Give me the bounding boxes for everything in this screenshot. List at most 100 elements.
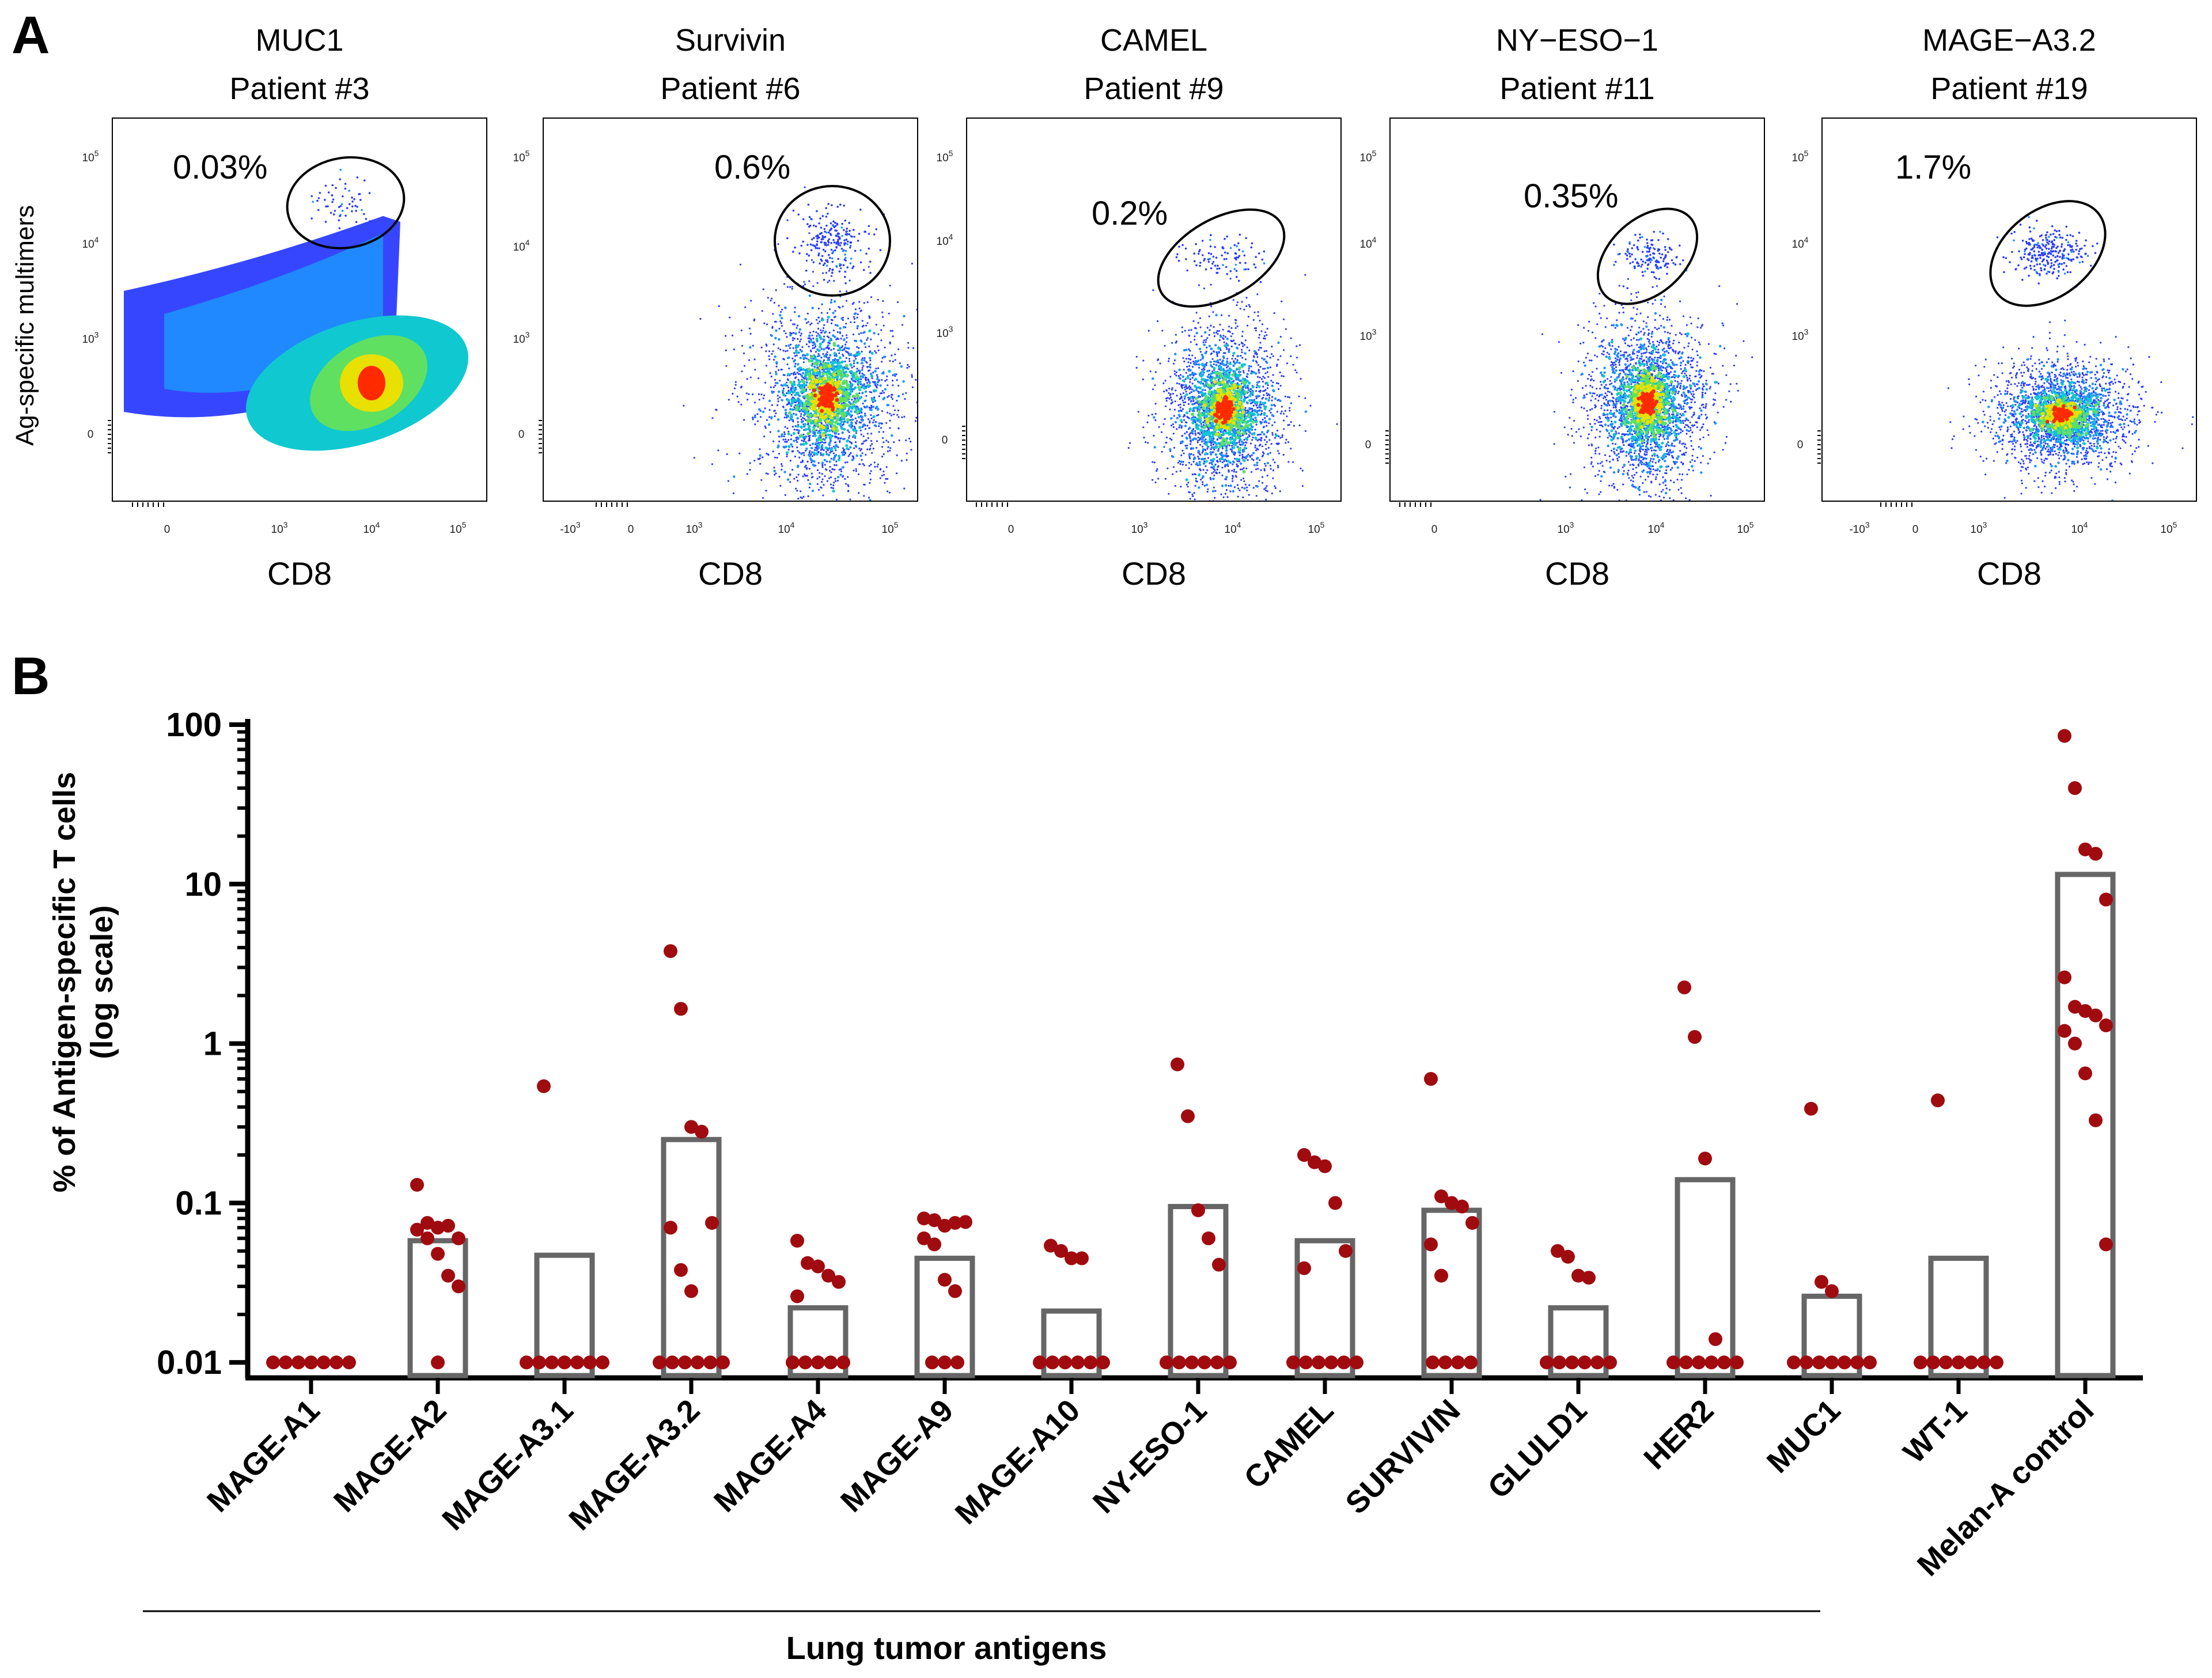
flow-event	[1202, 445, 1204, 448]
flow-event	[891, 380, 894, 382]
flow-event	[789, 474, 791, 476]
flow-event	[1248, 368, 1250, 370]
flow-event	[810, 512, 812, 514]
flow-event	[786, 414, 789, 417]
flow-event	[844, 452, 846, 454]
flow-event	[805, 419, 807, 421]
flow-event	[878, 395, 880, 397]
flow-event	[774, 456, 777, 459]
flow-event	[1230, 327, 1233, 329]
flow-gated-event	[848, 233, 850, 236]
flow-gated-event	[331, 200, 334, 203]
flow-event	[1212, 260, 1215, 263]
flow-event	[797, 421, 799, 423]
flow-event	[854, 441, 857, 444]
flow-event	[1179, 403, 1181, 406]
flow-event	[797, 363, 800, 366]
flow-event	[838, 454, 841, 458]
flow-event	[1290, 421, 1292, 423]
flow-event	[1201, 511, 1203, 513]
flow-event	[1164, 418, 1166, 421]
flow-event	[855, 432, 857, 434]
flow-event	[1287, 441, 1290, 444]
flow-event	[1217, 333, 1219, 335]
flow-event	[734, 381, 737, 383]
flow-event	[1165, 405, 1167, 407]
flow-event	[1225, 452, 1228, 454]
flow-gated-event	[859, 209, 862, 211]
flow-event	[775, 373, 778, 376]
flow-event	[729, 316, 731, 319]
flow-event	[1179, 470, 1181, 472]
flow-event	[1281, 436, 1283, 438]
flow-gated-event	[797, 213, 800, 216]
flow-event	[835, 432, 838, 435]
flow-event	[1181, 326, 1183, 328]
flow-event	[1232, 355, 1234, 357]
flow-event	[791, 408, 794, 411]
flow-event	[1266, 441, 1268, 443]
flow-event	[1143, 437, 1145, 439]
flow-event	[1199, 433, 1201, 435]
flow-event	[748, 359, 751, 361]
flow-event	[1240, 444, 1242, 446]
flow-event	[1216, 456, 1218, 459]
flow-event	[1184, 445, 1187, 447]
flow-event	[861, 376, 865, 378]
flow-event	[874, 389, 877, 392]
flow-event	[1192, 397, 1194, 400]
flow-event	[1282, 375, 1285, 377]
flow-event	[1263, 337, 1265, 340]
flow-event	[1272, 477, 1274, 479]
flow-event	[1290, 402, 1292, 404]
flow-event	[1199, 396, 1202, 398]
flow-event	[778, 369, 780, 372]
flow-event	[789, 332, 791, 334]
flow-event	[1309, 404, 1312, 407]
flow-event	[777, 400, 779, 403]
flow-event	[1188, 456, 1191, 458]
flow-panel-patient: Patient #6	[660, 71, 800, 106]
flow-event	[763, 435, 766, 438]
flow-gated-event	[818, 252, 820, 255]
flow-event	[868, 380, 871, 383]
flow-event	[1191, 382, 1194, 385]
flow-event	[1279, 490, 1281, 493]
flow-event	[825, 272, 827, 274]
flow-event	[807, 423, 809, 426]
flow-event	[767, 454, 770, 456]
flow-event	[855, 422, 857, 425]
flow-event	[1288, 423, 1290, 426]
flow-event	[1281, 406, 1283, 408]
flow-gated-event	[836, 206, 839, 208]
flow-event	[1259, 347, 1261, 349]
flow-event	[896, 399, 898, 402]
flow-gated-event	[824, 230, 826, 233]
flow-event	[765, 490, 767, 492]
flow-gated-event	[844, 233, 847, 236]
flow-event	[1263, 335, 1266, 338]
flow-event	[787, 373, 790, 376]
flow-event	[856, 316, 858, 319]
flow-event	[1274, 437, 1277, 439]
flow-gated-event	[332, 198, 335, 201]
flow-event	[1252, 394, 1254, 396]
flow-event	[734, 384, 737, 386]
flow-event	[837, 531, 839, 533]
flow-event	[903, 315, 906, 317]
flow-event	[819, 345, 822, 349]
flow-event	[1189, 381, 1191, 384]
flow-event	[1229, 331, 1231, 333]
flow-event	[733, 475, 736, 478]
flow-gated-event	[319, 192, 321, 194]
flow-event	[804, 473, 806, 475]
flow-event	[884, 346, 886, 349]
flow-gated-event	[847, 240, 849, 243]
flow-event	[773, 358, 775, 361]
flow-event	[796, 490, 798, 492]
flow-gated-event	[850, 241, 853, 244]
flow-event	[1206, 337, 1209, 339]
flow-event	[877, 298, 879, 301]
flow-event	[897, 301, 899, 304]
flow-event	[817, 376, 821, 380]
